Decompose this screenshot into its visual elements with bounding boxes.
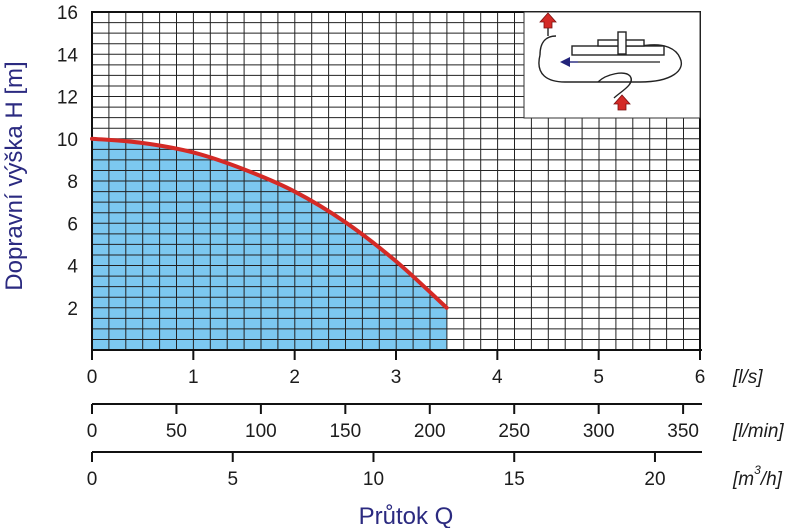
y-tick-label: 16 xyxy=(57,3,78,24)
flow-swirl-icon xyxy=(597,72,632,99)
x-tick-label: 1 xyxy=(188,367,199,388)
x-axes: 0 1 2 3 4 5 6 [l/s]0 50 100 150 200 250 300 350 [l/min]… xyxy=(87,349,784,490)
x-tick-label: 100 xyxy=(245,421,277,442)
y-tick-label: 8 xyxy=(67,172,78,193)
y-tick-label: 6 xyxy=(67,214,78,235)
x-tick-label: 150 xyxy=(329,421,361,442)
y-tick-labels: 2 4 6 8 10 12 14 16 xyxy=(57,3,79,320)
inset-box xyxy=(523,11,701,119)
flow-arrow-left-icon xyxy=(560,57,570,67)
x-tick-label: 0 xyxy=(87,367,98,388)
x-axis-unit: [l/min] xyxy=(732,421,784,442)
y-tick-label: 4 xyxy=(67,257,78,278)
x-tick-label: 2 xyxy=(289,367,300,388)
x-tick-label: 20 xyxy=(644,469,665,490)
y-tick-label: 12 xyxy=(57,88,78,109)
x-tick-label: 200 xyxy=(414,421,446,442)
x-tick-label: 10 xyxy=(363,469,384,490)
curve-layer xyxy=(90,136,449,310)
x-tick-label: 5 xyxy=(227,469,238,490)
x-tick-label: 300 xyxy=(583,421,615,442)
performance-curve-line xyxy=(90,136,449,310)
x-tick-label: 50 xyxy=(166,421,187,442)
shaft-icon xyxy=(617,31,627,55)
x-tick-label: 3 xyxy=(391,367,402,388)
x-tick-label: 15 xyxy=(504,469,525,490)
pump-flow-diagram-icon xyxy=(523,11,701,119)
y-tick-label: 2 xyxy=(67,299,78,320)
y-tick-label: 10 xyxy=(57,130,78,151)
y-axis-title: Dopravní výška H [m] xyxy=(1,61,28,290)
x-tick-label: 6 xyxy=(695,367,706,388)
grid-layer xyxy=(91,11,701,351)
x-axis-unit: [m3/h] xyxy=(732,463,783,490)
x-tick-label: 4 xyxy=(492,367,503,388)
x-tick-label: 250 xyxy=(498,421,530,442)
flow-loop-icon xyxy=(538,44,683,83)
x-tick-label: 5 xyxy=(593,367,604,388)
x-tick-label: 0 xyxy=(87,421,98,442)
x-tick-label: 0 xyxy=(87,469,98,490)
y-tick-label: 14 xyxy=(57,45,79,66)
outlet-arrow-icon xyxy=(539,12,557,29)
x-tick-label: 350 xyxy=(667,421,699,442)
inlet-arrow-icon xyxy=(613,94,631,111)
x-axis-title: Průtok Q xyxy=(359,503,454,528)
x-axis-unit: [l/s] xyxy=(732,367,763,388)
